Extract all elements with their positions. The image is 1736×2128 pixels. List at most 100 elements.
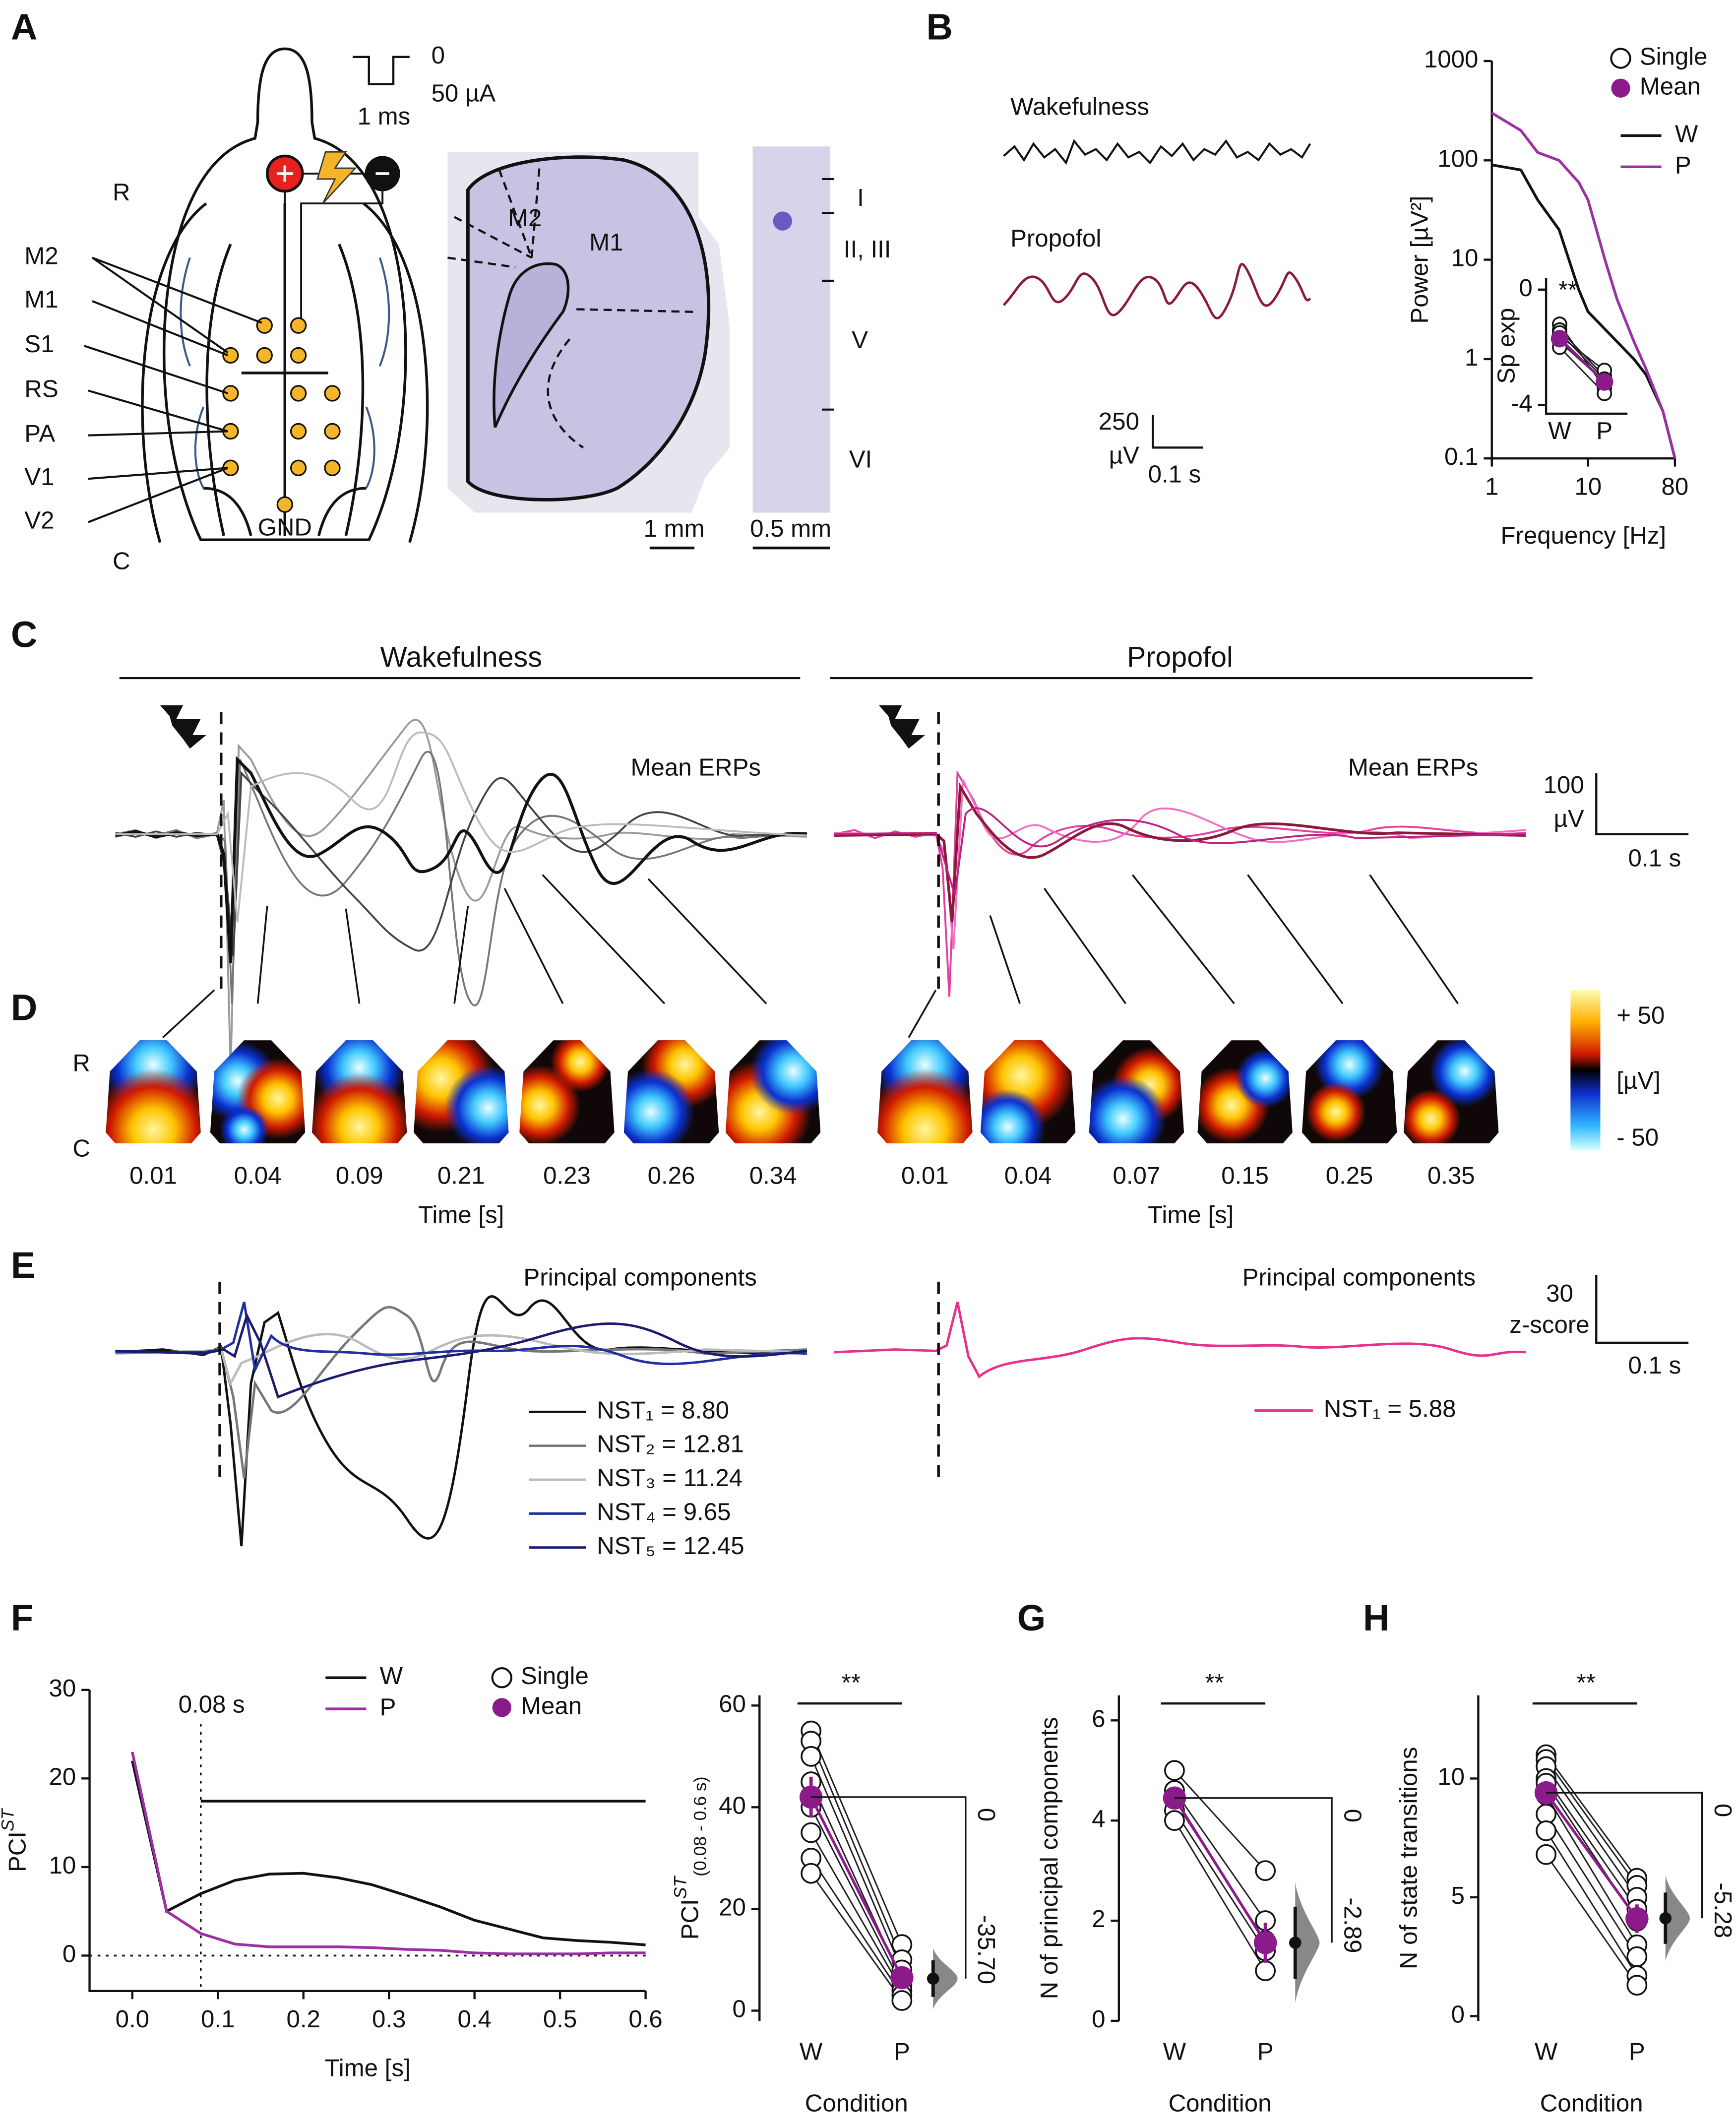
stimulus-line — [218, 1281, 940, 1479]
axis-label: Time [s] — [325, 2054, 411, 2081]
significance: ** — [842, 1669, 861, 1696]
time-label: 0.01 — [901, 1162, 949, 1189]
colorbar-label: [µV] — [1616, 1067, 1661, 1094]
histology — [447, 146, 834, 550]
y-tick-label: 0 — [1092, 2005, 1105, 2033]
time-label: 0.34 — [749, 1162, 797, 1189]
slice-label: M2 — [508, 204, 542, 232]
topomap-fill — [1404, 1040, 1499, 1143]
series-line — [1491, 163, 1676, 459]
rat-diagram — [141, 47, 429, 543]
electrode — [276, 496, 293, 513]
legend-label: NST₃ = 11.24 — [597, 1464, 743, 1492]
axis-label-part: PCI — [677, 1899, 704, 1940]
topomap-blob — [220, 1105, 269, 1143]
y-tick-label: 2 — [1092, 1905, 1105, 1933]
colorbar-label: + 50 — [1616, 1002, 1665, 1029]
topomap-blob — [1404, 1089, 1461, 1143]
scale-bar — [1595, 1275, 1689, 1344]
y-tick-label: 0 — [733, 1995, 746, 2022]
pair-line — [1545, 1759, 1638, 1886]
pulse-label: 50 µA — [432, 79, 496, 107]
electrode — [324, 459, 341, 476]
axis-label: PCIST(0.08 - 0.6 s) — [671, 1776, 710, 1940]
y-tick-label: 1000 — [1424, 46, 1478, 73]
mean-line — [809, 1796, 903, 1979]
axis-label: Frequency [Hz] — [1500, 522, 1666, 549]
legend-marker — [1610, 48, 1631, 69]
x-tick-label: P — [1257, 2038, 1274, 2065]
delta-point — [1659, 1912, 1672, 1925]
single-point — [891, 1990, 913, 2011]
topomap-blob — [1306, 1082, 1366, 1142]
scale-label: z-score — [1509, 1311, 1589, 1338]
time-label: 0.01 — [129, 1162, 177, 1189]
electrode — [256, 317, 273, 334]
legend-label: Single — [1640, 43, 1708, 70]
topomap-blob — [1235, 1048, 1293, 1108]
pair-line — [1545, 1814, 1638, 1957]
layer-label: I — [857, 184, 864, 211]
pc-legend — [529, 1409, 1313, 1549]
panel-letter: C — [11, 614, 37, 655]
legend-label: P — [380, 1693, 396, 1721]
electrode — [324, 385, 341, 402]
scale-label: 0.1 s — [1628, 844, 1681, 872]
pair-line — [1174, 1770, 1266, 1872]
x-tick-label: 0.5 — [543, 2005, 577, 2033]
electrodes — [222, 317, 341, 513]
leader-line — [83, 345, 229, 394]
topomap-blob — [519, 1064, 581, 1143]
mean-line — [1173, 1797, 1267, 1943]
panel-letter: G — [1017, 1597, 1046, 1638]
colorbar — [1570, 990, 1601, 1150]
y-tick-label: 1 — [1465, 344, 1478, 371]
x-tick-label: 0.2 — [287, 2005, 320, 2033]
significance: ** — [1205, 1669, 1224, 1696]
electrode — [290, 385, 307, 402]
scale-label: 30 — [1546, 1280, 1573, 1307]
y-tick-label: -4 — [1511, 389, 1533, 417]
scale-bar-label: 0.5 mm — [750, 515, 831, 542]
y-tick-label: 4 — [1092, 1805, 1105, 1832]
mean-line — [1558, 337, 1606, 383]
delta-tick-label: 0 — [973, 1808, 1000, 1821]
pair-line — [1545, 1854, 1638, 1986]
trace-label: Propofol — [1010, 225, 1101, 252]
leader-line — [92, 256, 262, 324]
pair-line — [810, 1730, 903, 1945]
topomap-fill — [1089, 1040, 1184, 1143]
x-tick-label: W — [1548, 417, 1571, 444]
region-label: V2 — [24, 507, 54, 534]
single-point — [1255, 1860, 1276, 1881]
leader-lines — [83, 256, 262, 523]
topomap — [1404, 1040, 1499, 1143]
delta-distribution — [1295, 1882, 1320, 2003]
leader-line — [88, 467, 228, 480]
pulse-label: 0 — [432, 42, 445, 69]
condition-label: Propofol — [1127, 641, 1233, 673]
x-tick-label: 1 — [1485, 473, 1498, 500]
topomap-blob — [1314, 1040, 1385, 1100]
electrode — [290, 459, 307, 476]
time-label: 0.26 — [648, 1162, 695, 1189]
axis-label-part: (0.08 - 0.6 s) — [690, 1776, 710, 1876]
panel-letter: D — [11, 987, 37, 1028]
single-point — [801, 1746, 822, 1767]
orientation-label: R — [113, 179, 130, 206]
legend-label: Mean — [1640, 73, 1701, 100]
stimulus — [160, 705, 940, 997]
topomap-blob — [980, 1089, 1046, 1143]
x-tick-label: P — [894, 2038, 910, 2065]
x-tick-label: W — [1535, 2038, 1558, 2065]
topomap — [311, 1040, 407, 1143]
stim-electrode — [266, 151, 400, 204]
series-line — [1491, 112, 1676, 459]
axis-label: Condition — [805, 2090, 908, 2117]
axis-label: Sp exp — [1493, 308, 1520, 384]
scale-bar — [1152, 415, 1203, 449]
single-point — [1164, 1760, 1185, 1781]
scale-label: µV — [1109, 441, 1139, 469]
topomap-blob — [1089, 1075, 1167, 1143]
topomap — [519, 1040, 615, 1143]
